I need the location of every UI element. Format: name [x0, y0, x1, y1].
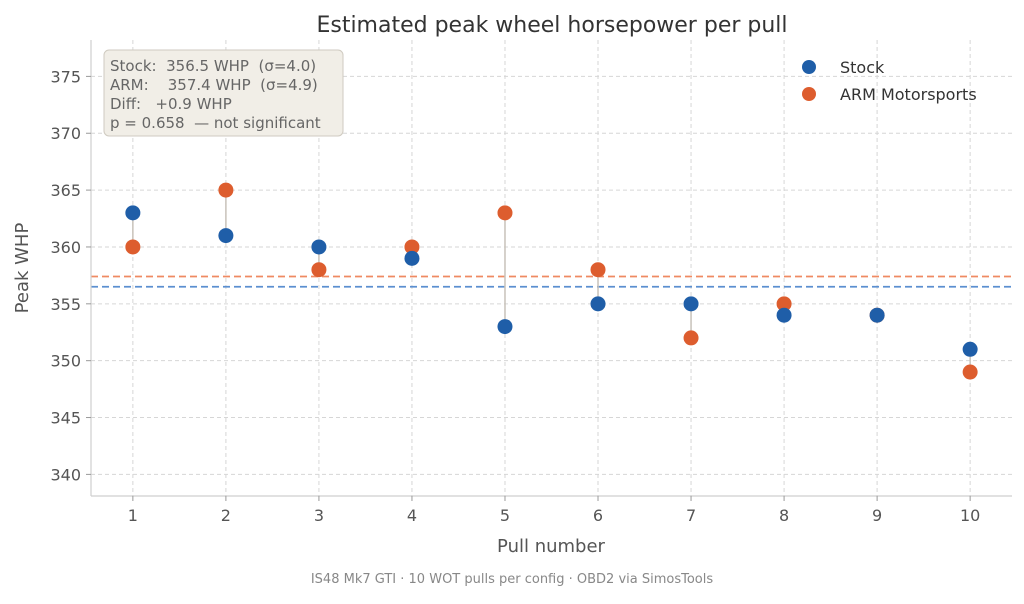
connectors: [132, 190, 971, 373]
x-tick-label: 5: [500, 506, 510, 525]
x-tick-label: 7: [686, 506, 696, 525]
x-tick-label: 8: [779, 506, 789, 525]
y-tick-label: 345: [50, 409, 81, 428]
point-stock: [776, 307, 792, 323]
x-tick-label: 3: [314, 506, 324, 525]
x-tick-label: 1: [128, 506, 138, 525]
annotation-box: Stock: 356.5 WHP (σ=4.0) ARM: 357.4 WHP …: [103, 49, 344, 137]
point-stock: [218, 228, 234, 244]
x-tick-label: 6: [593, 506, 603, 525]
x-tick-label: 10: [960, 506, 980, 525]
y-tick-label: 360: [50, 238, 81, 257]
point-stock: [869, 307, 885, 323]
legend: Stock ARM Motorsports: [802, 58, 977, 104]
grid: [91, 40, 1012, 496]
point-stock: [683, 296, 699, 312]
annotation-line: Stock: 356.5 WHP (σ=4.0): [110, 57, 316, 75]
x-tick-label: 4: [407, 506, 417, 525]
point-stock: [404, 250, 420, 266]
point-arm: [962, 364, 978, 380]
y-tick-label: 375: [50, 67, 81, 86]
footer-caption: IS48 Mk7 GTI · 10 WOT pulls per config ·…: [311, 572, 714, 587]
x-tick-label: 2: [221, 506, 231, 525]
point-stock: [962, 341, 978, 357]
point-arm: [497, 205, 513, 221]
point-stock: [497, 319, 513, 335]
legend-label-arm: ARM Motorsports: [840, 85, 977, 104]
x-tick-label: 9: [872, 506, 882, 525]
y-tick-label: 365: [50, 181, 81, 200]
legend-marker-stock: [802, 60, 816, 74]
point-arm: [311, 262, 327, 278]
annotation-line: ARM: 357.4 WHP (σ=4.9): [110, 76, 318, 94]
mean-lines: [91, 275, 1012, 288]
annotation-line: Diff: +0.9 WHP: [110, 95, 232, 113]
points: [125, 182, 978, 380]
y-axis-label: Peak WHP: [12, 223, 33, 314]
point-stock: [311, 239, 327, 255]
point-stock: [590, 296, 606, 312]
annotation-line: p = 0.658 — not significant: [110, 114, 321, 132]
point-arm: [404, 239, 420, 255]
point-arm: [776, 296, 792, 312]
legend-label-stock: Stock: [840, 58, 885, 77]
x-axis-label: Pull number: [497, 536, 606, 557]
y-tick-label: 370: [50, 124, 81, 143]
point-arm: [590, 262, 606, 278]
y-tick-label: 355: [50, 295, 81, 314]
chart-title: Estimated peak wheel horsepower per pull: [316, 13, 787, 38]
point-arm: [218, 182, 234, 198]
point-arm: [125, 239, 141, 255]
point-arm: [683, 330, 699, 346]
legend-marker-arm: [802, 87, 816, 101]
y-tick-label: 350: [50, 352, 81, 371]
point-stock: [125, 205, 141, 221]
y-tick-label: 340: [50, 465, 81, 484]
axes: [90, 40, 1012, 497]
